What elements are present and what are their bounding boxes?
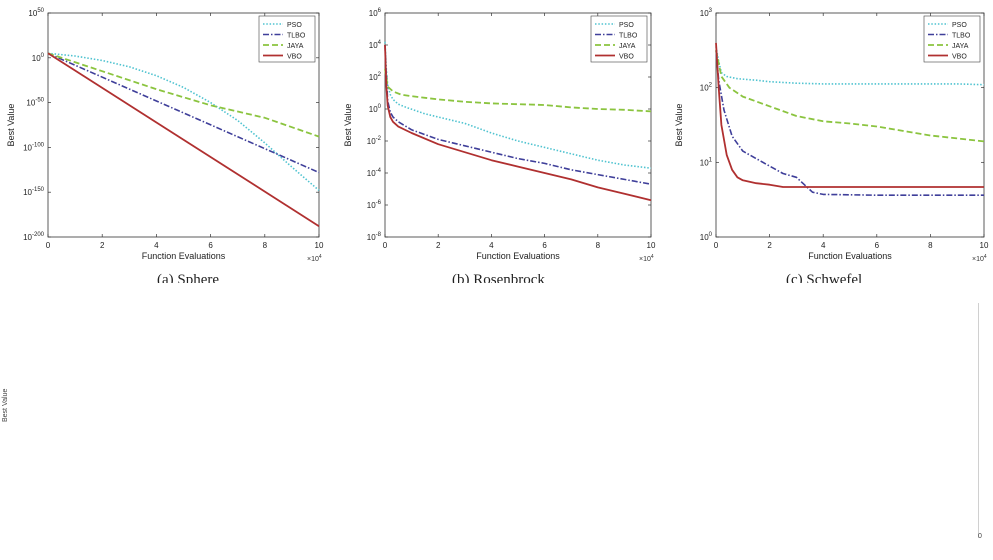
series-tlbo: [384, 44, 652, 185]
y-tick-label: 101: [700, 157, 713, 167]
x-multiplier: ×104: [639, 254, 654, 263]
y-tick-label: 10-100: [23, 142, 45, 152]
x-tick-label: 0: [46, 241, 51, 250]
chart-2: 0 2 4 6 8 10 103 102 101 100 ×104 Function Evaluati…: [674, 8, 989, 263]
legend-box: [590, 15, 648, 63]
x-tick-label: 10: [315, 241, 324, 250]
y-tick-label: 10-6: [367, 200, 382, 210]
legend-label-vbo: VBO: [287, 54, 302, 61]
x-axis-label: Function Evaluations: [476, 251, 560, 261]
legend-label-jaya: JAYA: [287, 43, 304, 50]
legend-label-pso: PSO: [619, 22, 634, 29]
x-tick-label: 2: [767, 241, 772, 250]
y-axis-label: Best Value: [343, 104, 353, 147]
series-jaya: [384, 68, 652, 113]
partial-ylabel: Best Value: [2, 388, 9, 422]
legend-label-pso: PSO: [287, 22, 302, 29]
legend-label-vbo: VBO: [619, 54, 634, 61]
x-axis-label: Function Evaluations: [808, 251, 892, 261]
y-tick-label: 100: [369, 104, 382, 114]
x-tick-label: 8: [263, 241, 268, 250]
legend-label-tlbo: TLBO: [619, 33, 638, 40]
y-tick-label: 103: [700, 8, 713, 18]
x-tick-label: 2: [100, 241, 105, 250]
y-tick-label: 10-200: [23, 232, 45, 242]
legend-label-tlbo: TLBO: [952, 33, 971, 40]
x-tick-label: 4: [154, 241, 159, 250]
series-jaya: [47, 52, 320, 138]
partial-tick-zero: 0: [978, 533, 982, 540]
series-tlbo: [47, 52, 320, 174]
y-tick-label: 10-150: [23, 187, 45, 197]
y-tick-label: 10-2: [367, 136, 382, 146]
chart-1: 0 2 4 6 8 10 106 104 102 100 10-2 10-4 10-6 10-8 ×104 F…: [343, 8, 656, 263]
plot-area: [47, 12, 320, 238]
y-tick-label: 10-50: [26, 98, 44, 108]
y-tick-label: 100: [32, 53, 45, 63]
y-axis-label: Best Value: [674, 104, 684, 147]
x-tick-label: 10: [980, 241, 989, 250]
y-tick-label: 104: [369, 40, 382, 50]
legend-label-vbo: VBO: [952, 54, 967, 61]
plot-area: [715, 12, 985, 238]
chart-0: 0 2 4 6 8 10 1050 100 10-50 10-100 10-150 10-200 ×10…: [6, 8, 324, 263]
x-tick-label: 6: [208, 241, 213, 250]
x-tick-label: 8: [596, 241, 601, 250]
y-tick-label: 102: [700, 83, 713, 93]
x-tick-label: 2: [436, 241, 441, 250]
legend-box: [258, 15, 316, 63]
y-tick-label: 10-4: [367, 168, 382, 178]
x-tick-label: 4: [489, 241, 494, 250]
partial-axis-line: [978, 303, 979, 538]
y-axis-label: Best Value: [6, 104, 16, 147]
series-vbo: [384, 44, 652, 202]
legend-label-jaya: JAYA: [952, 43, 969, 50]
series-jaya: [715, 50, 985, 143]
y-tick-label: 100: [700, 232, 713, 242]
x-multiplier: ×104: [972, 254, 987, 263]
caption-sphere: (a) Sphere: [157, 272, 220, 288]
series-vbo: [47, 52, 320, 227]
caption-rosenbrock: (b) Rosenbrock: [452, 272, 545, 288]
charts-container: 0 2 4 6 8 10105010010-5010-10010-15010-200×10…: [6, 8, 989, 263]
series-pso: [715, 46, 985, 86]
x-tick-label: 0: [383, 241, 388, 250]
x-tick-label: 6: [875, 241, 880, 250]
caption-schwefel: (c) Schwefel: [786, 272, 863, 288]
legend-label-tlbo: TLBO: [287, 33, 306, 40]
series-vbo: [715, 42, 984, 188]
y-tick-label: 102: [369, 72, 382, 82]
series-pso: [47, 52, 320, 192]
x-tick-label: 6: [542, 241, 547, 250]
x-multiplier: ×104: [307, 254, 322, 263]
x-tick-label: 8: [928, 241, 933, 250]
y-tick-label: 10-8: [367, 232, 382, 242]
x-tick-label: 0: [714, 241, 719, 250]
x-axis-label: Function Evaluations: [142, 251, 226, 261]
legend-box: [923, 15, 981, 63]
plot-area: [384, 12, 652, 238]
x-tick-label: 4: [821, 241, 826, 250]
x-tick-label: 10: [647, 241, 656, 250]
y-tick-label: 106: [369, 8, 382, 18]
legend-label-jaya: JAYA: [619, 43, 636, 50]
legend-label-pso: PSO: [952, 22, 967, 29]
y-tick-label: 1050: [28, 8, 44, 18]
series-tlbo: [715, 50, 984, 196]
